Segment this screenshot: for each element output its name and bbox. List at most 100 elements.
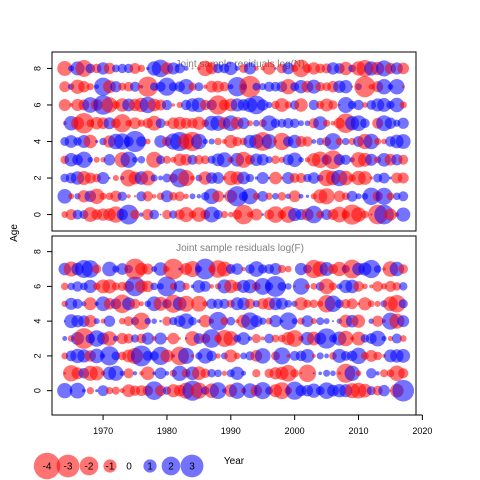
bubble-logN-2009-age7 <box>351 85 354 88</box>
bubble-logN-2016-age6 <box>389 97 405 113</box>
bubble-logN-1993-age8 <box>243 62 257 75</box>
bubble-logF-1971-age2 <box>99 346 120 366</box>
bubble-logN-2011-age7 <box>354 76 376 98</box>
legend-bubble-1 <box>143 459 157 473</box>
bubble-logN-1979-age2 <box>158 175 164 181</box>
bubble-logN-2000-age3 <box>287 152 302 168</box>
bubble-logN-2002-age1 <box>305 194 310 198</box>
bubble-logN-1980-age0 <box>162 209 172 220</box>
bubble-logF-1986-age1 <box>200 368 211 379</box>
panel-logN-title: Joint sample residuals log(N) <box>176 59 305 70</box>
bubble-logF-1978-age6 <box>150 282 159 291</box>
bubble-logN-2000-age1 <box>288 190 301 203</box>
bubble-logF-1967-age3 <box>73 328 95 349</box>
bubble-logF-1986-age4 <box>198 314 212 328</box>
bubble-logN-2000-age5 <box>289 118 300 128</box>
bubble-logN-1973-age1 <box>117 191 127 202</box>
bubble-logF-2017-age2 <box>396 348 411 363</box>
legend-label--1: -1 <box>106 462 115 473</box>
bubble-logF-1968-age0 <box>86 386 94 395</box>
bubble-logN-1994-age7 <box>252 82 261 91</box>
bubble-logN-1975-age4 <box>124 130 146 153</box>
bubble-logF-1970-age0 <box>97 385 109 397</box>
bubble-logF-2014-age0 <box>378 384 390 397</box>
bubble-logN-2007-age4 <box>335 137 344 146</box>
bubble-logF-2010-age6 <box>353 281 364 292</box>
bubble-logF-2007-age7 <box>332 261 347 277</box>
bubble-logF-1968-age7 <box>81 260 100 278</box>
legend-label-1: 1 <box>147 462 153 473</box>
bubble-logF-1991-age0 <box>229 382 246 399</box>
bubble-logN-2017-age7 <box>401 85 405 89</box>
bubble-logF-2000-age4 <box>291 318 298 325</box>
bubble-logF-2002-age4 <box>301 315 314 328</box>
bubble-logF-1969-age0 <box>95 389 99 393</box>
bubble-logF-1984-age2 <box>190 354 195 358</box>
bubble-logF-1969-age2 <box>89 348 104 364</box>
bubble-logF-1971-age7 <box>102 261 117 277</box>
y-tick-label-logF-8: 8 <box>32 249 42 254</box>
bubble-logF-2016-age3 <box>391 333 402 344</box>
bubble-logN-1972-age8 <box>111 64 120 73</box>
bubble-logN-2015-age0 <box>384 208 397 221</box>
bubble-logN-1969-age1 <box>88 188 105 205</box>
bubble-logF-1981-age7 <box>163 258 184 280</box>
bubble-logF-1983-age6 <box>182 282 190 291</box>
bubble-logF-1999-age4 <box>279 312 298 330</box>
bubble-logF-1997-age7 <box>269 263 282 275</box>
legend-bubble-2 <box>161 456 181 476</box>
bubble-logF-1987-age3 <box>202 329 221 348</box>
bubble-logF-1999-age1 <box>279 364 297 382</box>
bubble-logF-2013-age6 <box>372 281 383 292</box>
bubble-logN-1993-age2 <box>245 173 255 183</box>
bubble-logN-1972-age7 <box>110 81 122 93</box>
legend-label-0: 0 <box>126 462 132 473</box>
bubble-logN-2017-age5 <box>397 117 409 129</box>
bubble-logF-1971-age6 <box>102 279 117 294</box>
bubble-logF-2001-age5 <box>294 297 308 311</box>
bubble-logN-1971-age3 <box>103 154 116 166</box>
bubble-logF-2016-age5 <box>388 294 406 313</box>
panel-logF-title: Joint sample residuals log(F) <box>176 243 304 254</box>
y-tick-label-logF-2: 2 <box>32 353 42 358</box>
bubble-logF-1964-age0 <box>57 383 73 399</box>
bubble-logN-1983-age8 <box>183 65 189 71</box>
bubble-logN-1999-age7 <box>280 78 296 95</box>
bubble-logN-1967-age5 <box>73 113 95 134</box>
bubble-logN-2012-age3 <box>365 153 378 166</box>
bubble-logN-2015-age1 <box>386 192 395 201</box>
bubble-logF-1992-age1 <box>241 370 247 376</box>
bubble-logN-2006-age4 <box>324 133 342 150</box>
x-axis-label: Year <box>224 456 245 467</box>
panel-logN-bubbles <box>57 59 411 225</box>
bubble-logN-1983-age0 <box>178 207 194 223</box>
bubble-logF-1990-age2 <box>224 349 238 363</box>
bubble-logN-1991-age8 <box>234 66 240 71</box>
bubble-logF-1999-age7 <box>284 265 292 273</box>
bubble-logF-2009-age1 <box>344 365 360 381</box>
bubble-logF-2002-age1 <box>298 364 317 383</box>
bubble-logN-1988-age2 <box>212 172 224 184</box>
bubble-logF-1966-age6 <box>72 281 83 292</box>
bubble-logF-1988-age1 <box>214 369 222 378</box>
bubble-logF-1972-age1 <box>108 365 124 381</box>
bubble-logN-2016-age7 <box>389 78 405 95</box>
bubble-logF-2009-age5 <box>346 298 358 310</box>
bubble-logN-2008-age8 <box>339 61 353 76</box>
bubble-logN-1993-age7 <box>239 75 261 98</box>
bubble-logF-2010-age2 <box>350 347 367 365</box>
bubble-logN-1979-age0 <box>159 213 162 216</box>
bubble-logN-1997-age1 <box>272 192 279 200</box>
bubble-logN-1990-age0 <box>228 211 234 218</box>
bubble-logF-1984-age4 <box>188 316 197 326</box>
bubble-logF-1989-age5 <box>219 298 230 309</box>
bubble-logF-2004-age4 <box>316 317 325 326</box>
bubble-logF-1978-age4 <box>151 318 157 324</box>
bubble-logN-2003-age4 <box>311 139 317 144</box>
bubble-logN-1984-age1 <box>189 193 196 200</box>
bubble-logN-1974-age1 <box>126 194 131 199</box>
panel-logF-bubbles <box>57 258 415 402</box>
bubble-logN-1967-age7 <box>78 80 90 93</box>
bubble-logF-1973-age4 <box>118 317 126 325</box>
bubble-logF-2011-age5 <box>358 297 372 311</box>
